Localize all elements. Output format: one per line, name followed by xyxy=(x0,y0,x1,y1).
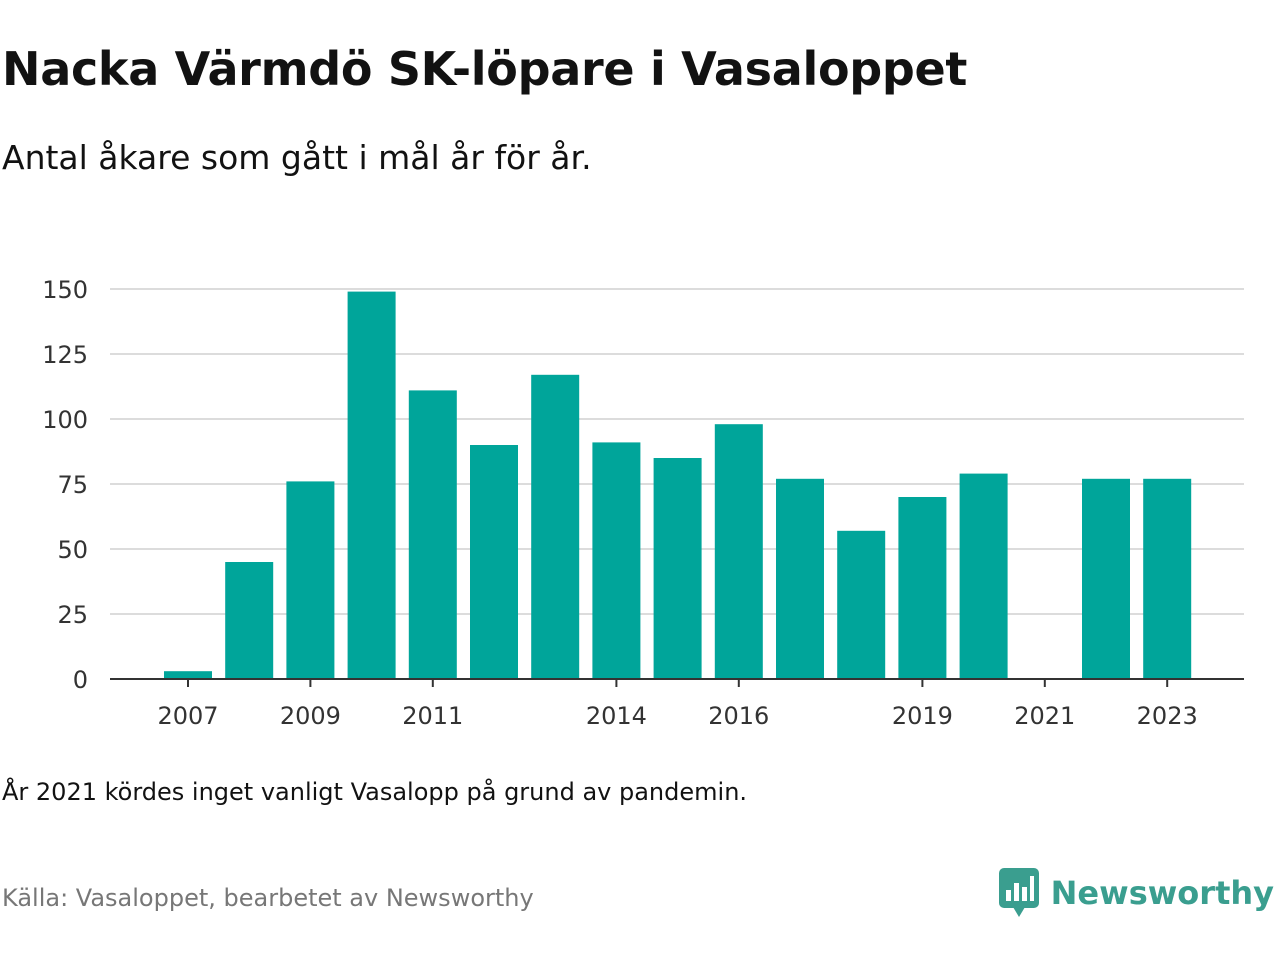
y-tick-label: 125 xyxy=(42,341,88,369)
x-tick-label: 2016 xyxy=(708,702,769,730)
bar-2023 xyxy=(1143,478,1192,679)
newsworthy-logo-text: Newsworthy xyxy=(1050,874,1274,912)
chart-note: År 2021 kördes inget vanligt Vasalopp på… xyxy=(2,778,748,806)
bar-chart: 0 25 50 75 100 125 150 2007 2009 2011 2014 2016 2019… xyxy=(42,276,1244,730)
bar-2016 xyxy=(714,424,763,679)
bar-2010 xyxy=(347,291,396,679)
newsworthy-logo: Newsworthy xyxy=(998,868,1274,918)
bar-2013 xyxy=(531,374,580,679)
y-tick-label: 100 xyxy=(42,406,88,434)
source-text: Källa: Vasaloppet, bearbetet av Newswort… xyxy=(2,884,534,912)
bar-2018 xyxy=(837,530,886,679)
chart-title: Nacka Värmdö SK-löpare i Vasaloppet xyxy=(2,42,968,96)
y-tick-label: 75 xyxy=(57,471,88,499)
x-tick-label: 2023 xyxy=(1137,702,1198,730)
bar-2017 xyxy=(776,478,824,679)
y-tick-label: 25 xyxy=(57,601,88,629)
bar-2019 xyxy=(898,497,947,679)
y-tick-label: 0 xyxy=(73,666,88,694)
x-tick-label: 2011 xyxy=(402,702,463,730)
chart-subtitle: Antal åkare som gått i mål år för år. xyxy=(2,138,592,177)
x-tick-label: 2009 xyxy=(280,702,341,730)
x-tick-label: 2014 xyxy=(586,702,647,730)
newsworthy-logo-icon xyxy=(998,868,1039,917)
bar-2022 xyxy=(1082,478,1130,679)
bar-2020 xyxy=(959,473,1008,679)
y-tick-label: 150 xyxy=(42,276,88,304)
bar-2014 xyxy=(592,442,641,679)
bar-2007 xyxy=(164,671,212,679)
x-tick-label: 2007 xyxy=(157,702,218,730)
bar-2015 xyxy=(653,458,702,679)
bar-2011 xyxy=(408,390,457,679)
bar-2008 xyxy=(225,562,274,679)
x-tick-label: 2019 xyxy=(892,702,953,730)
y-tick-label: 50 xyxy=(57,536,88,564)
x-tick-label: 2021 xyxy=(1014,702,1075,730)
bar-2009 xyxy=(286,481,335,679)
bar-2012 xyxy=(470,445,518,679)
